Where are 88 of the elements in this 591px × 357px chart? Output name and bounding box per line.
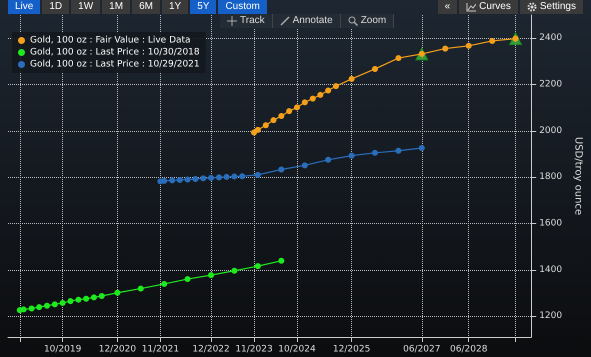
point xyxy=(262,122,269,128)
x-tick-label: 06/2027 xyxy=(403,344,440,354)
point xyxy=(200,175,206,182)
point xyxy=(254,263,261,270)
point xyxy=(489,38,496,44)
point xyxy=(20,306,27,312)
text: 1M xyxy=(109,0,124,14)
point xyxy=(192,176,198,182)
x-tick-label: 11/2023 xyxy=(235,344,273,354)
text: Live xyxy=(15,0,34,14)
point xyxy=(466,42,472,49)
annotation: Track xyxy=(240,14,265,28)
legend-label: Gold, 100 oz : Last Price : 10/30/2018 xyxy=(30,48,200,58)
y-tick-label: 2200 xyxy=(539,79,562,90)
y-tick-label: 2000 xyxy=(539,126,562,136)
y-tick-label: 1400 xyxy=(539,264,562,275)
point xyxy=(302,99,308,106)
point xyxy=(395,55,402,62)
point xyxy=(169,177,176,184)
text: Custom xyxy=(225,0,260,14)
point xyxy=(332,83,339,90)
point xyxy=(90,294,97,300)
point xyxy=(114,290,120,296)
x-tick-label: 11/2021 xyxy=(142,344,180,354)
point xyxy=(231,173,238,180)
text: 1W xyxy=(78,0,94,14)
x-tick-label: 06/2028 xyxy=(450,344,488,354)
point xyxy=(208,174,214,181)
point xyxy=(325,88,332,94)
point xyxy=(67,298,74,304)
x-tick-label: 12/2025 xyxy=(332,344,370,354)
point xyxy=(442,46,448,52)
point xyxy=(254,172,261,178)
point xyxy=(270,117,277,124)
point xyxy=(294,104,300,110)
point xyxy=(231,268,238,274)
point xyxy=(216,174,222,180)
y-tick-label: 1600 xyxy=(539,218,562,228)
point xyxy=(325,156,332,163)
x-tick-label: 10/2019 xyxy=(44,344,82,354)
point xyxy=(286,108,292,114)
point xyxy=(254,126,261,133)
annotation: Annotate xyxy=(292,14,333,28)
point xyxy=(184,176,191,182)
legend-label: Gold, 100 oz : Last Price : 10/29/2021 xyxy=(30,60,200,70)
legend-label: Gold, 100 oz : Fair Value : Live Data xyxy=(30,36,191,46)
y-axis-title: USD/troy ounce xyxy=(572,136,584,216)
x-tick-label: 10/2024 xyxy=(278,344,316,354)
y-tick-label: 1200 xyxy=(539,311,562,322)
point xyxy=(224,174,230,180)
point xyxy=(138,286,144,292)
point xyxy=(75,296,82,303)
text: Curves xyxy=(479,0,511,14)
point xyxy=(98,293,105,299)
y-tick-label: 2400 xyxy=(539,33,562,44)
point xyxy=(44,302,50,309)
text: Settings xyxy=(540,0,576,14)
point xyxy=(278,258,284,264)
point xyxy=(161,280,168,287)
point xyxy=(184,276,191,282)
point xyxy=(52,301,58,308)
point xyxy=(83,296,90,302)
y-tick-label: 1800 xyxy=(539,172,562,182)
point xyxy=(317,92,324,98)
annotation: Zoom xyxy=(360,14,386,28)
point xyxy=(348,76,355,82)
point xyxy=(60,300,66,306)
x-tick-label: 12/2022 xyxy=(192,344,230,354)
point xyxy=(208,272,214,278)
point xyxy=(418,144,425,151)
text: 1D xyxy=(49,0,62,14)
point xyxy=(36,304,42,310)
point xyxy=(176,176,183,183)
point xyxy=(310,96,316,102)
point xyxy=(372,66,378,72)
point xyxy=(278,113,284,119)
point xyxy=(239,173,246,180)
point xyxy=(348,152,355,159)
text: 5Y xyxy=(197,0,210,14)
point xyxy=(278,166,284,173)
point xyxy=(372,150,378,156)
text: « xyxy=(444,0,450,14)
point xyxy=(395,148,402,154)
point xyxy=(302,162,308,168)
text: 1Y xyxy=(168,0,182,14)
x-tick-label: 12/2020 xyxy=(98,344,136,354)
point xyxy=(28,306,35,312)
text: 6M xyxy=(139,0,153,14)
